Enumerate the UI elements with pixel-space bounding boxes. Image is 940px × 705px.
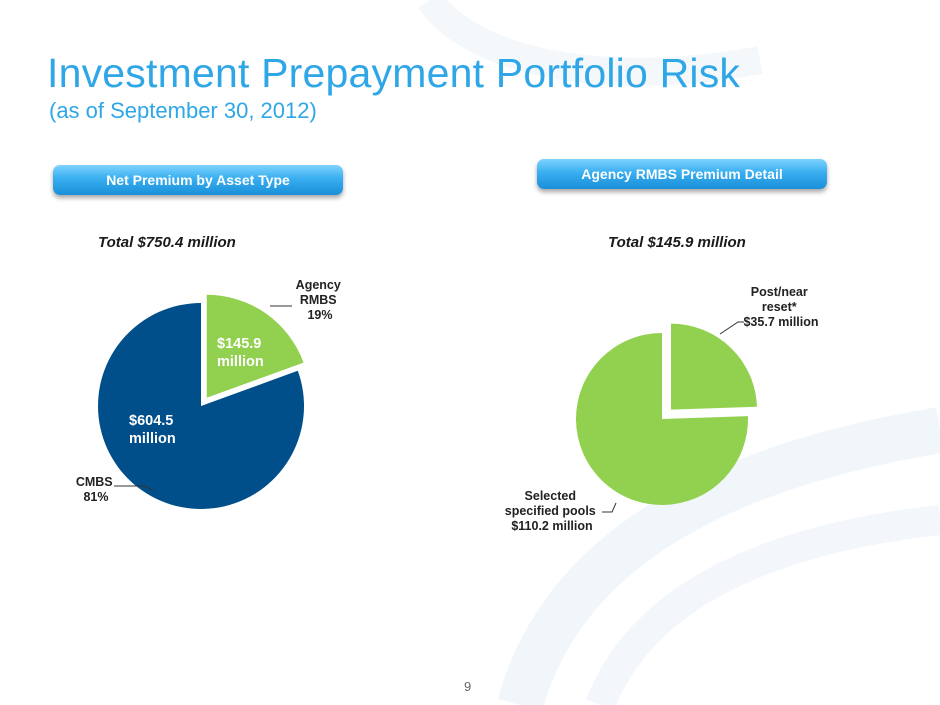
leader-line-selected-pools [602,502,617,513]
left-chart-total: Total $750.4 million [98,234,236,251]
pie-slice-selected-pools [575,333,748,505]
slice-value-agency-rmbs: $145.9 million [217,336,265,370]
agency-rmbs-detail-header: Agency RMBS Premium Detail [537,159,827,189]
leader-line-cmbs [114,485,155,492]
leader-line-post-near-reset [719,321,744,335]
net-premium-header: Net Premium by Asset Type [53,165,343,195]
right-chart-total: Total $145.9 million [608,234,746,251]
right-pie-chart: Post/near reset* $35.7 million Selected … [505,285,819,533]
slice-label-selected-pools: Selected specified pools $110.2 million [505,489,599,533]
slice-label-agency-rmbs: Agency RMBS 19% [296,278,345,322]
slide-subtitle: (as of September 30, 2012) [49,98,317,123]
slide-title: Investment Prepayment Portfolio Risk [47,50,741,96]
pie-slice-agency-rmbs [206,294,304,398]
page-number: 9 [464,679,472,694]
left-pie-chart: $145.9 million $604.5 million Agency RMB… [76,278,345,509]
slice-value-cmbs: $604.5 million [129,413,177,447]
pie-slice-cmbs [98,303,305,509]
slice-label-post-near-reset: Post/near reset* $35.7 million [743,285,818,329]
pie-slice-post-near-reset [671,323,757,410]
slice-label-cmbs: CMBS 81% [76,475,116,504]
